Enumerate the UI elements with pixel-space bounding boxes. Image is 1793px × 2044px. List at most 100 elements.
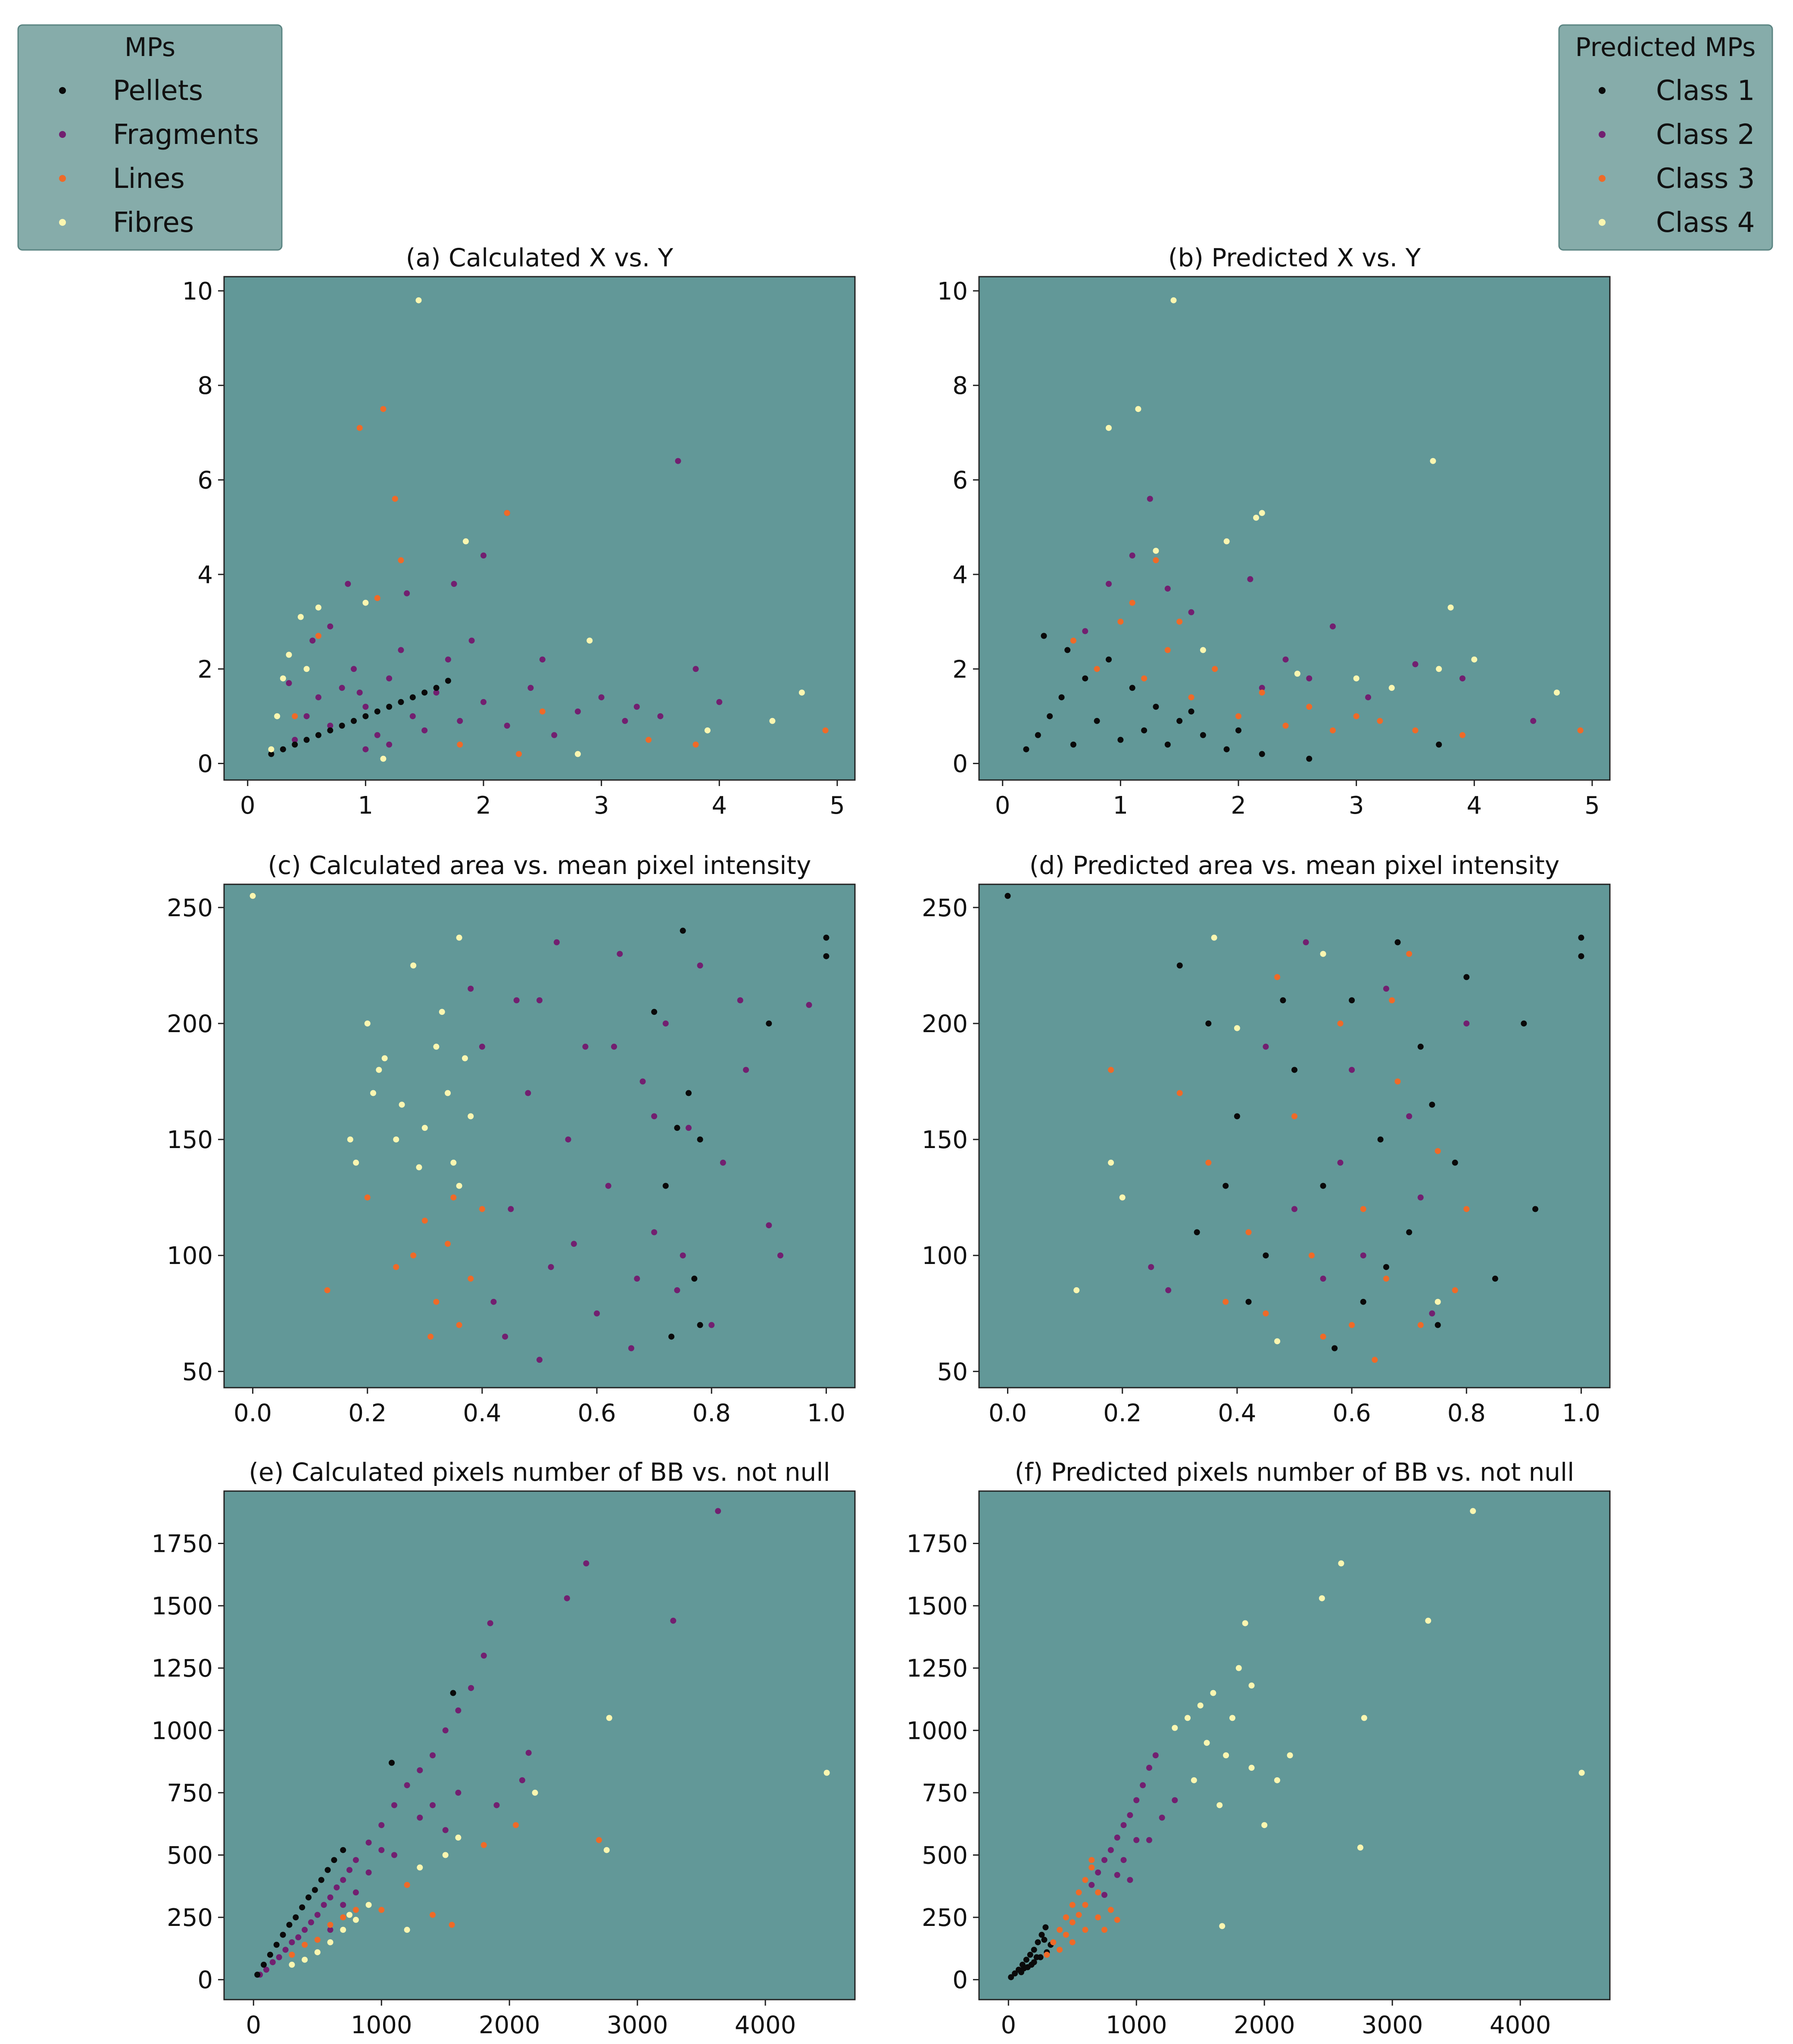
data-point bbox=[1114, 1916, 1120, 1923]
data-point bbox=[327, 1927, 334, 1933]
panel-e-ytick-label: 1500 bbox=[151, 1592, 213, 1620]
data-point bbox=[468, 1113, 474, 1120]
legend-label-class-3: Class 3 bbox=[1656, 163, 1755, 195]
data-point bbox=[315, 604, 321, 611]
panel-d-series-class-3 bbox=[1108, 951, 1470, 1363]
data-point bbox=[691, 1276, 698, 1282]
data-point bbox=[480, 552, 487, 559]
legend-label-fibres: Fibres bbox=[113, 207, 194, 239]
data-point bbox=[583, 1560, 589, 1567]
data-point bbox=[267, 1951, 273, 1958]
data-point bbox=[1259, 510, 1265, 516]
panel-d-ytick-label: 250 bbox=[922, 894, 968, 922]
data-point bbox=[737, 997, 743, 1004]
panel-c-ytick-label: 150 bbox=[167, 1126, 213, 1154]
data-point bbox=[493, 1802, 500, 1808]
data-point bbox=[1205, 1159, 1212, 1166]
data-point bbox=[410, 1252, 417, 1259]
data-point bbox=[268, 746, 274, 752]
data-point bbox=[340, 1877, 346, 1883]
data-point bbox=[1578, 934, 1584, 941]
data-point bbox=[574, 708, 581, 715]
data-point bbox=[455, 1707, 462, 1714]
data-point bbox=[1320, 1183, 1326, 1189]
data-point bbox=[1108, 1159, 1114, 1166]
panel-f-ytick-label: 1500 bbox=[906, 1592, 968, 1620]
data-point bbox=[1041, 633, 1047, 639]
data-point bbox=[1095, 1914, 1101, 1921]
data-point bbox=[1394, 1078, 1401, 1085]
panel-b-xtick-label: 2 bbox=[1231, 792, 1246, 820]
panel-f-xtick-label: 2000 bbox=[1234, 2011, 1295, 2039]
data-point bbox=[1353, 713, 1360, 719]
data-point bbox=[1101, 1892, 1108, 1898]
panel-d-xtick-label: 0.6 bbox=[1333, 1399, 1371, 1427]
data-point bbox=[1229, 1715, 1235, 1721]
data-point bbox=[622, 718, 628, 724]
data-point bbox=[339, 685, 345, 691]
data-point bbox=[1360, 1252, 1366, 1259]
data-point bbox=[457, 718, 463, 724]
data-point bbox=[1141, 675, 1148, 682]
data-point bbox=[433, 1298, 440, 1305]
data-point bbox=[433, 690, 440, 696]
legend-marker-pellets bbox=[59, 87, 66, 94]
panel-e-series-lines bbox=[289, 1822, 602, 1958]
data-point bbox=[657, 713, 664, 719]
data-point bbox=[1553, 690, 1560, 696]
data-point bbox=[1140, 1782, 1146, 1788]
data-point bbox=[553, 939, 560, 946]
data-point bbox=[340, 1847, 346, 1853]
data-point bbox=[1200, 732, 1206, 738]
panel-a-xtick-label: 1 bbox=[358, 792, 374, 820]
data-point bbox=[314, 1937, 321, 1943]
data-point bbox=[1129, 599, 1135, 606]
data-point bbox=[254, 1972, 261, 1978]
data-point bbox=[1320, 1276, 1326, 1282]
panel-b-ytick-label: 6 bbox=[952, 467, 968, 495]
data-point bbox=[479, 1043, 485, 1050]
panel-b-ytick-label: 4 bbox=[952, 561, 968, 589]
data-point bbox=[611, 1043, 617, 1050]
data-point bbox=[1452, 1287, 1458, 1293]
panel-a-ytick-label: 10 bbox=[182, 278, 213, 306]
panel-f-xtick-label: 3000 bbox=[1362, 2011, 1423, 2039]
data-point bbox=[1338, 1560, 1344, 1567]
data-point bbox=[351, 718, 357, 724]
panel-d-xtick-label: 0.4 bbox=[1218, 1399, 1256, 1427]
data-point bbox=[1253, 515, 1260, 521]
panel-e-ytick-label: 0 bbox=[197, 1966, 213, 1994]
data-point bbox=[1223, 1752, 1229, 1759]
data-point bbox=[302, 1941, 308, 1948]
data-point bbox=[1459, 732, 1466, 738]
data-point bbox=[417, 1814, 423, 1821]
data-point bbox=[1035, 732, 1041, 738]
data-point bbox=[309, 637, 316, 644]
data-point bbox=[1101, 1927, 1108, 1933]
data-point bbox=[1331, 1345, 1338, 1351]
panel-d-series-class-2 bbox=[1148, 939, 1470, 1317]
panel-f-ytick-label: 750 bbox=[922, 1779, 968, 1807]
data-point bbox=[539, 708, 546, 715]
data-point bbox=[468, 986, 474, 992]
panel-f-ytick-label: 500 bbox=[922, 1842, 968, 1870]
panel-a-xtick-label: 2 bbox=[476, 792, 491, 820]
data-point bbox=[697, 1136, 703, 1143]
panel-c-series-pellets bbox=[249, 892, 829, 1340]
data-point bbox=[1377, 1136, 1384, 1143]
data-point bbox=[1107, 1847, 1114, 1853]
panel-a-xtick-label: 0 bbox=[240, 792, 256, 820]
data-point bbox=[606, 1715, 612, 1721]
data-point bbox=[362, 746, 369, 752]
data-point bbox=[651, 1113, 658, 1120]
data-point bbox=[1044, 1951, 1050, 1958]
data-point bbox=[1076, 1912, 1082, 1918]
data-point bbox=[442, 1852, 449, 1858]
data-point bbox=[1287, 1752, 1293, 1759]
panel-c: (c) Calculated area vs. mean pixel inten… bbox=[167, 851, 856, 1427]
data-point bbox=[1069, 1919, 1076, 1925]
data-point bbox=[1088, 1864, 1095, 1871]
data-point bbox=[823, 934, 829, 941]
data-point bbox=[315, 694, 321, 701]
